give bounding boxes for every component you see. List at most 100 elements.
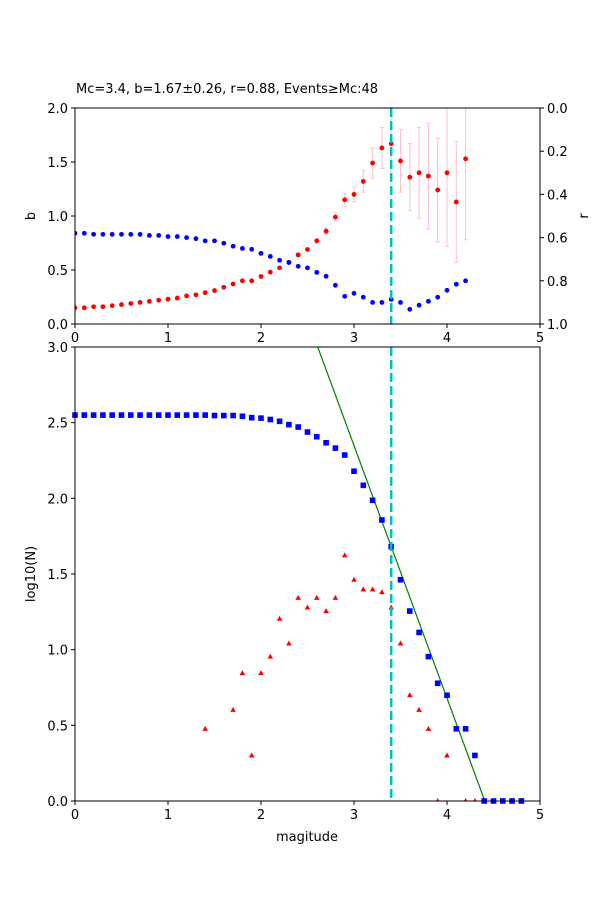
cumulative-count-marker [81, 412, 88, 418]
bottom-y-tick-label: 0.0 [47, 795, 68, 810]
b-value-point [426, 173, 431, 179]
r-value-point [323, 273, 329, 279]
b-value-point [147, 298, 152, 304]
bottom-y-tick-label: 0.5 [47, 719, 68, 734]
r-value-point [286, 260, 292, 265]
cumulative-count-marker [109, 412, 115, 418]
magnitude-count-marker [230, 706, 236, 712]
r-value-point [416, 302, 422, 308]
r-value-point [202, 238, 208, 244]
bottom-y-tick-label: 2.0 [47, 492, 68, 507]
b-value-point [202, 290, 208, 296]
cumulative-count-marker [90, 412, 97, 418]
top-y-tick-label: 2.0 [47, 102, 68, 117]
r-value-point [426, 298, 431, 304]
magnitude-count-marker [473, 798, 477, 801]
top-plot-area [75, 108, 468, 324]
cumulative-count-marker [351, 468, 357, 475]
cumulative-count-marker [332, 445, 339, 451]
bottom-x-tick-label: 1 [164, 808, 172, 823]
magnitude-count-marker [397, 640, 404, 646]
magnitude-count-marker [369, 586, 376, 592]
cumulative-count-marker [155, 412, 162, 418]
cumulative-count-marker [193, 412, 199, 418]
cumulative-count-marker [369, 497, 376, 504]
top-y-right-tick-label: 0.2 [547, 145, 568, 160]
cumulative-count-marker [323, 439, 329, 446]
bottom-x-tick-label: 5 [536, 808, 544, 823]
top-y-right-tick-label: 0.8 [547, 275, 568, 290]
bottom-y-tick-label: 1.5 [47, 568, 68, 583]
magnitude-count-marker [444, 752, 450, 758]
magnitude-count-marker [351, 576, 357, 582]
cumulative-count-marker [295, 424, 301, 430]
cumulative-count-marker [453, 726, 460, 732]
cumulative-count-marker [100, 412, 106, 418]
cumulative-count-marker [202, 412, 208, 418]
r-value-point [109, 231, 115, 237]
top-x-tick-label: 2 [257, 331, 265, 346]
cumulative-count-marker [146, 412, 153, 418]
b-value-point [128, 301, 134, 306]
magnitude-count-marker [425, 725, 432, 731]
cumulative-count-marker [341, 452, 348, 458]
bottom-axes-frame [74, 346, 541, 802]
cumulative-count-marker [407, 608, 413, 614]
b-value-point [453, 199, 459, 205]
r-value-point [370, 300, 375, 305]
magnitude-count-marker [436, 798, 440, 801]
top-y-right-tick-label: 0.4 [547, 188, 568, 203]
cumulative-count-marker [286, 421, 292, 428]
top-y-right-tick-label: 0.0 [547, 102, 568, 117]
b-value-point [351, 192, 357, 197]
bottom-x-tick-label: 3 [350, 808, 358, 823]
r-value-point [305, 265, 310, 271]
b-value-point [249, 278, 255, 284]
b-value-point [81, 305, 87, 311]
b-value-point [398, 158, 403, 164]
r-value-point [221, 240, 227, 246]
b-value-point [137, 300, 143, 305]
b-value-point [277, 265, 282, 271]
r-value-point [81, 230, 87, 236]
cumulative-count-marker [211, 412, 218, 419]
r-value-point [184, 235, 190, 241]
b-value-point [109, 303, 115, 309]
top-y-tick-label: 1.5 [47, 156, 68, 171]
r-value-point [398, 300, 403, 305]
cumulative-count-marker [314, 433, 320, 440]
r-value-point [128, 231, 134, 237]
r-value-point [295, 263, 301, 269]
bottom-y-tick-label: 3.0 [47, 341, 68, 356]
cumulative-count-marker [444, 692, 450, 699]
r-value-point [342, 293, 348, 299]
r-value-point [174, 234, 180, 239]
cumulative-count-marker [416, 629, 422, 636]
b-value-point [444, 170, 450, 176]
magnitude-count-marker [239, 670, 246, 676]
r-value-point [435, 294, 441, 300]
magnitude-count-marker [258, 670, 264, 676]
top-y-right-label: r [577, 213, 592, 219]
cumulative-count-marker [230, 412, 236, 419]
r-value-point [333, 282, 338, 288]
cumulative-count-marker [239, 413, 246, 420]
r-value-point [165, 234, 171, 239]
magnitude-count-marker [360, 586, 367, 592]
b-value-point [174, 295, 180, 301]
magnitude-count-marker [388, 604, 394, 610]
b-value-point [184, 293, 190, 299]
cumulative-count-marker [472, 752, 478, 759]
b-value-point [370, 160, 375, 166]
magnitude-count-marker [286, 640, 292, 646]
b-value-point [212, 288, 217, 293]
r-value-point [249, 246, 255, 252]
magnitude-count-marker [248, 752, 255, 758]
cumulative-count-marker [183, 412, 190, 418]
r-value-point [407, 306, 413, 312]
b-value-point [193, 292, 199, 298]
r-value-point [91, 231, 96, 237]
top-y-tick-label: 0.0 [47, 318, 68, 333]
b-value-point [221, 284, 227, 290]
b-value-point [230, 281, 236, 287]
